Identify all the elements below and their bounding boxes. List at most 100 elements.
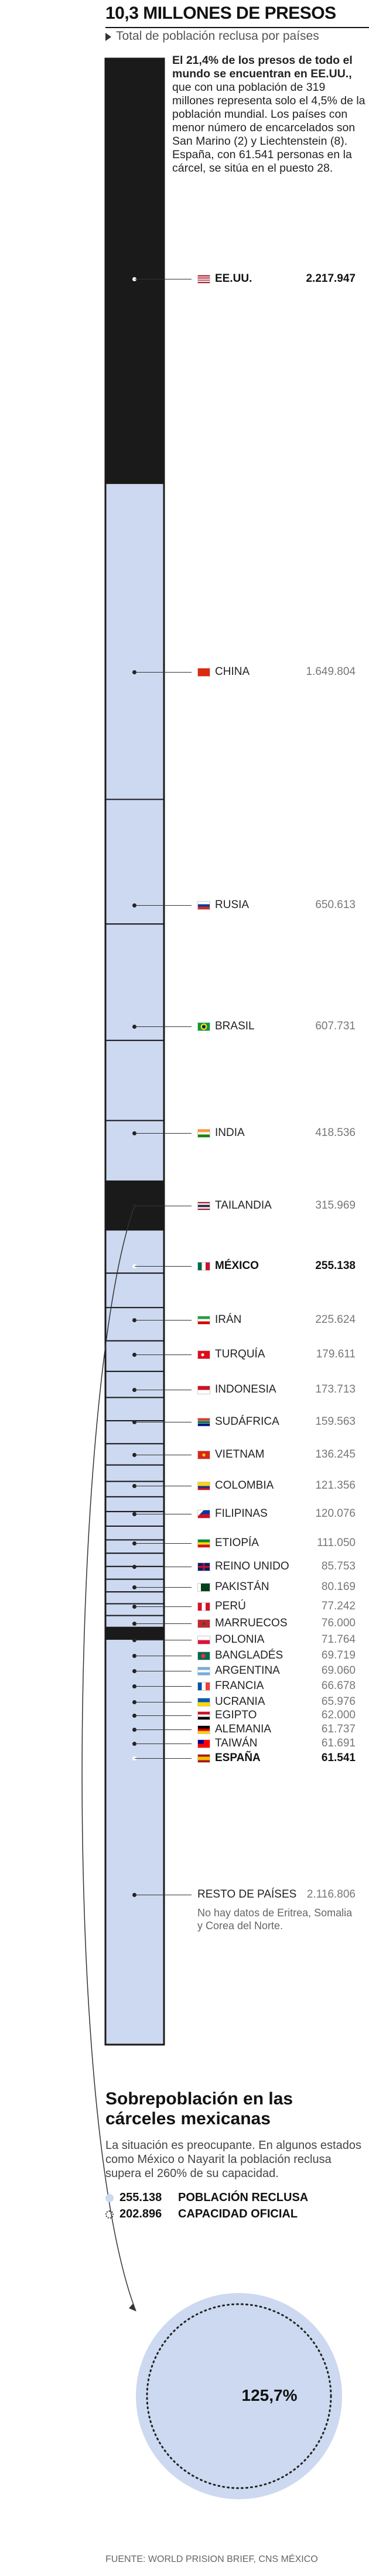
bar-segment-3 bbox=[105, 923, 165, 1041]
country-value: 136.245 bbox=[315, 1448, 356, 1461]
bar-segment-1 bbox=[105, 483, 165, 800]
country-name: RUSIA bbox=[215, 899, 250, 911]
country-value: 120.076 bbox=[315, 1507, 356, 1520]
bar-segment-0 bbox=[105, 58, 165, 485]
intro-body: que con una población de 319 millones re… bbox=[172, 81, 365, 175]
leader-dot bbox=[132, 277, 136, 281]
country-value: 61.737 bbox=[321, 1723, 356, 1735]
flag-icon bbox=[197, 1753, 210, 1763]
flag-icon bbox=[197, 1562, 210, 1571]
country-value: 61.541 bbox=[321, 1752, 356, 1764]
flag-icon bbox=[197, 1261, 210, 1271]
flag-icon bbox=[197, 1681, 210, 1691]
legend-capacity-label: CAPACIDAD OFICIAL bbox=[178, 2207, 298, 2220]
country-value: 66.678 bbox=[321, 1680, 356, 1692]
flag-icon bbox=[197, 1666, 210, 1676]
bar-segment-12 bbox=[105, 1397, 165, 1422]
country-value: 418.536 bbox=[315, 1127, 356, 1139]
chart-subtitle: Total de población reclusa por países bbox=[105, 29, 319, 43]
leader-dot bbox=[132, 1264, 136, 1268]
country-value: 85.753 bbox=[321, 1560, 356, 1572]
country-name: TAILANDIA bbox=[215, 1199, 272, 1212]
title-rule bbox=[105, 27, 369, 28]
country-value: 65.976 bbox=[321, 1695, 356, 1708]
country-label-14: ETIOPÍA 111.050 bbox=[197, 1537, 356, 1550]
capacity-circle bbox=[146, 2303, 332, 2489]
country-name: TAIWÁN bbox=[215, 1737, 258, 1749]
country-value: 80.169 bbox=[321, 1581, 356, 1593]
legend-population-label: POBLACIÓN RECLUSA bbox=[178, 2191, 309, 2204]
leader-dot bbox=[132, 1453, 136, 1457]
legend-capacity: 202.896 CAPACIDAD OFICIAL bbox=[105, 2207, 298, 2221]
leader-dot bbox=[132, 1622, 136, 1626]
country-label-20: BANGLADÉS 69.719 bbox=[197, 1649, 356, 1662]
leader-dot bbox=[132, 1420, 136, 1424]
country-name: FILIPINAS bbox=[215, 1507, 268, 1520]
country-label-1: CHINA 1.649.804 bbox=[197, 666, 356, 678]
country-name: VIETNAM bbox=[215, 1448, 265, 1461]
country-label-8: TURQUÍA 179.611 bbox=[197, 1348, 356, 1361]
country-name: PERÚ bbox=[215, 1600, 246, 1612]
bar-segment-15 bbox=[105, 1464, 165, 1482]
bar-segment-24 bbox=[105, 1591, 165, 1605]
flag-icon bbox=[197, 1417, 210, 1427]
flag-icon bbox=[197, 1697, 210, 1707]
leader-line bbox=[135, 1543, 192, 1544]
country-label-24: EGIPTO 62.000 bbox=[197, 1709, 356, 1722]
leader-dot bbox=[132, 1565, 136, 1569]
population-circle bbox=[136, 2293, 342, 2499]
bar-segment-17 bbox=[105, 1496, 165, 1513]
leader-dot bbox=[132, 1742, 136, 1746]
flag-icon bbox=[197, 1385, 210, 1394]
country-name: ARGENTINA bbox=[215, 1664, 280, 1677]
flag-icon bbox=[197, 1538, 210, 1548]
flag-icon bbox=[197, 1350, 210, 1359]
flag-icon bbox=[197, 900, 210, 910]
country-value: 173.713 bbox=[315, 1383, 356, 1396]
country-label-13: FILIPINAS 120.076 bbox=[197, 1507, 356, 1520]
intro-bold: El 21,4% de los presos de todo el mundo … bbox=[172, 54, 353, 80]
country-name: EGIPTO bbox=[215, 1709, 257, 1721]
leader-dot bbox=[132, 1684, 136, 1688]
country-label-6: MÉXICO 255.138 bbox=[197, 1260, 356, 1272]
leader-dot bbox=[132, 1025, 136, 1029]
leader-line bbox=[135, 905, 192, 906]
leader-dot bbox=[132, 670, 136, 674]
country-label-2: RUSIA 650.613 bbox=[197, 899, 356, 912]
bar-segment-19 bbox=[105, 1526, 165, 1541]
subtitle-arrow-icon bbox=[105, 33, 111, 41]
country-value: 76.000 bbox=[321, 1617, 356, 1629]
country-label-23: UCRANIA 65.976 bbox=[197, 1695, 356, 1708]
flag-icon bbox=[197, 1602, 210, 1611]
country-name: EE.UU. bbox=[215, 272, 252, 285]
country-name: MÉXICO bbox=[215, 1260, 259, 1272]
country-name: CHINA bbox=[215, 666, 250, 678]
leader-line bbox=[135, 1266, 192, 1267]
box2-title: Sobrepoblación en las cárceles mexicanas bbox=[105, 2089, 293, 2128]
country-name: SUDÁFRICA bbox=[215, 1415, 279, 1428]
chart-title: 10,3 MILLONES DE PRESOS bbox=[105, 4, 336, 23]
country-name: POLONIA bbox=[215, 1633, 265, 1646]
bar-outline bbox=[104, 57, 165, 2046]
country-label-18: MARRUECOS 76.000 bbox=[197, 1617, 356, 1630]
leader-line bbox=[135, 1133, 192, 1134]
country-value: 315.969 bbox=[315, 1199, 356, 1212]
country-value: 159.563 bbox=[315, 1415, 356, 1428]
leader-line bbox=[135, 1354, 192, 1355]
country-name: FRANCIA bbox=[215, 1680, 264, 1692]
country-name: PAKISTÁN bbox=[215, 1581, 269, 1593]
country-label-27: ESPAÑA 61.541 bbox=[197, 1752, 356, 1765]
leader-dot bbox=[132, 1512, 136, 1516]
box2-text: La situación es preocupante. En algunos … bbox=[105, 2139, 361, 2180]
leader-dot bbox=[132, 1669, 136, 1673]
leader-line bbox=[135, 1623, 192, 1624]
leader-dot bbox=[132, 1728, 136, 1732]
country-label-5: TAILANDIA 315.969 bbox=[197, 1199, 356, 1212]
leader-dot bbox=[132, 1654, 136, 1658]
flag-icon bbox=[197, 1022, 210, 1031]
leader-dot bbox=[132, 1318, 136, 1322]
country-label-7: IRÁN 225.624 bbox=[197, 1313, 356, 1326]
country-value: 111.050 bbox=[317, 1537, 356, 1549]
flag-icon bbox=[197, 1582, 210, 1592]
flag-icon bbox=[197, 274, 210, 284]
